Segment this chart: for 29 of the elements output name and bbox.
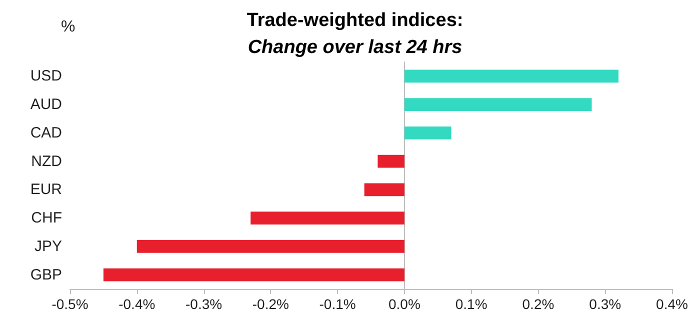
x-tick-label: 0.1%: [455, 296, 488, 312]
y-tick-label: EUR: [30, 181, 62, 198]
x-tick-label: 0.2%: [522, 296, 554, 312]
y-axis-title: %: [61, 18, 76, 36]
bar: [404, 98, 592, 111]
bar: [250, 212, 404, 224]
bar: [103, 268, 404, 282]
x-tick-label: -0.3%: [185, 296, 222, 312]
y-tick-label: GBP: [30, 266, 62, 284]
bar: [404, 70, 618, 83]
x-tick-label: -0.1%: [319, 296, 356, 312]
x-tick-label: -0.5%: [52, 296, 88, 312]
y-tick-label: CAD: [30, 124, 62, 142]
bar: [364, 183, 404, 196]
x-tick-label: -0.4%: [118, 296, 156, 312]
chart-subtitle: Change over last 24 hrs: [248, 37, 462, 58]
x-tick-label: -0.2%: [252, 296, 289, 312]
x-tick-label: 0.3%: [589, 296, 622, 312]
x-tick-label: 0.4%: [656, 296, 688, 312]
y-tick-label: NZD: [31, 152, 62, 170]
chart-title: Trade-weighted indices:: [246, 10, 464, 31]
y-tick-label: USD: [30, 68, 62, 85]
y-tick-label: JPY: [34, 238, 62, 255]
y-tick-label: CHF: [31, 210, 62, 227]
bar: [404, 126, 452, 140]
x-tick-label: 0.0%: [388, 296, 420, 312]
bar: [378, 154, 404, 168]
bar: [136, 240, 404, 253]
y-tick-label: AUD: [30, 96, 62, 114]
